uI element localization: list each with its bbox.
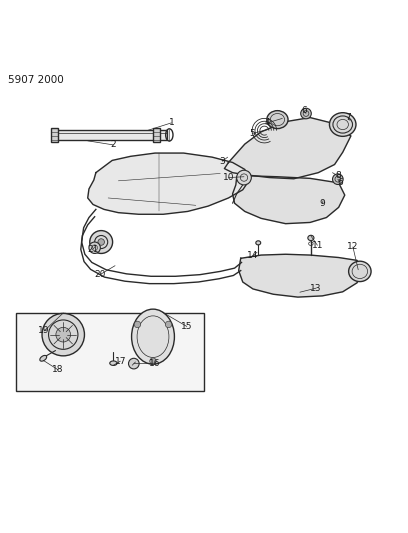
Ellipse shape — [40, 356, 47, 361]
Bar — [51, 128, 58, 142]
Text: 5: 5 — [249, 129, 255, 138]
Circle shape — [150, 358, 156, 365]
Ellipse shape — [348, 261, 371, 281]
Text: 18: 18 — [52, 365, 64, 374]
Circle shape — [301, 108, 311, 119]
Text: 19: 19 — [38, 327, 50, 335]
Polygon shape — [224, 118, 351, 179]
Ellipse shape — [131, 309, 175, 364]
Text: 16: 16 — [149, 359, 161, 368]
Text: 14: 14 — [247, 252, 259, 261]
Polygon shape — [88, 153, 249, 214]
Text: 1: 1 — [169, 118, 174, 127]
Circle shape — [56, 327, 71, 342]
Text: 13: 13 — [310, 284, 322, 293]
Bar — [53, 130, 167, 140]
Polygon shape — [233, 176, 345, 224]
Circle shape — [89, 242, 100, 254]
Text: 17: 17 — [115, 357, 126, 366]
Ellipse shape — [267, 111, 288, 128]
Circle shape — [98, 239, 104, 245]
Text: 6: 6 — [338, 178, 344, 187]
Bar — [16, 313, 204, 391]
Circle shape — [42, 313, 84, 356]
Polygon shape — [239, 254, 363, 297]
Text: 5907 2000: 5907 2000 — [8, 75, 64, 85]
Ellipse shape — [329, 112, 356, 136]
Bar — [153, 128, 160, 142]
Circle shape — [165, 321, 172, 328]
Circle shape — [237, 170, 251, 185]
Text: 9: 9 — [319, 199, 325, 208]
Circle shape — [134, 321, 141, 328]
Text: 21: 21 — [87, 245, 99, 254]
Text: 6: 6 — [301, 106, 307, 115]
Circle shape — [333, 174, 343, 184]
Text: 2: 2 — [111, 140, 116, 149]
Text: 8: 8 — [335, 172, 341, 181]
Text: 7: 7 — [345, 113, 350, 122]
Ellipse shape — [110, 361, 117, 366]
Text: 20: 20 — [94, 270, 106, 279]
Text: 12: 12 — [347, 243, 359, 252]
Circle shape — [90, 231, 113, 254]
Text: 4: 4 — [264, 118, 270, 127]
Text: 11: 11 — [312, 241, 323, 250]
Circle shape — [129, 358, 139, 369]
Ellipse shape — [256, 241, 261, 245]
Ellipse shape — [308, 235, 314, 240]
Text: 3: 3 — [220, 157, 225, 166]
Text: 10: 10 — [223, 173, 234, 182]
Text: 15: 15 — [181, 322, 193, 331]
